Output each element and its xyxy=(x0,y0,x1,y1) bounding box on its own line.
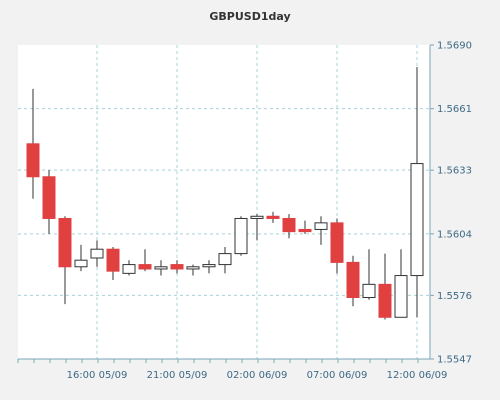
candle-body-up xyxy=(122,264,136,274)
y-tick-label: 1.5633 xyxy=(437,166,472,177)
candle xyxy=(298,220,312,234)
candle-body-up xyxy=(234,217,248,255)
candle-body-up xyxy=(186,266,200,270)
candle-body-down xyxy=(282,217,296,233)
candle xyxy=(410,66,424,318)
x-tick-label: 07:00 06/09 xyxy=(307,370,368,381)
x-tick-label: 12:00 06/09 xyxy=(387,370,448,381)
candle-body-up xyxy=(250,215,264,219)
candle-body-down xyxy=(378,283,392,318)
candle xyxy=(106,247,120,280)
label-layer: 1.5690 1.5661 1.5633 1.5604 1.5576 1.5547 16:0… xyxy=(67,41,472,382)
candle xyxy=(58,216,72,305)
candle xyxy=(234,216,248,256)
candle-body-up xyxy=(314,222,328,230)
candle xyxy=(90,240,104,267)
candle-body-down xyxy=(58,217,72,268)
axis-layer xyxy=(17,44,434,363)
grid-layer xyxy=(18,45,430,359)
candle-body-down xyxy=(170,264,184,270)
candle-body-up xyxy=(90,248,104,259)
candle xyxy=(154,260,168,276)
candle xyxy=(314,216,328,245)
candle-body-up xyxy=(410,163,424,277)
y-tick-label: 1.5661 xyxy=(437,104,472,115)
candle xyxy=(26,88,40,199)
candle-layer xyxy=(26,66,424,320)
candle-body-up xyxy=(394,275,408,318)
candle xyxy=(202,260,216,274)
y-tick-label: 1.5690 xyxy=(437,41,472,52)
candle xyxy=(346,255,360,307)
candle-body-up xyxy=(154,266,168,270)
candle-body-up xyxy=(218,253,232,266)
candle xyxy=(170,260,184,274)
x-tick-label: 16:00 05/09 xyxy=(67,370,128,381)
candle xyxy=(74,244,88,272)
candle-body-down xyxy=(42,176,56,219)
candle xyxy=(266,211,280,223)
y-tick-label: 1.5547 xyxy=(437,355,472,366)
candle xyxy=(378,253,392,320)
candle-body-down xyxy=(266,215,280,219)
x-tick-label: 21:00 05/09 xyxy=(147,370,208,381)
plot-area xyxy=(18,45,430,359)
candle xyxy=(330,218,344,274)
candle xyxy=(186,264,200,276)
candle xyxy=(250,214,264,241)
candle-body-down xyxy=(330,222,344,263)
candle xyxy=(282,214,296,239)
candle-body-down xyxy=(106,248,120,272)
candle-body-down xyxy=(298,228,312,233)
candle-body-down xyxy=(138,264,152,270)
candle-body-down xyxy=(26,143,40,178)
candle-body-up xyxy=(362,283,376,299)
candle xyxy=(42,170,56,234)
y-tick-label: 1.5576 xyxy=(437,291,472,302)
y-tick-label: 1.5604 xyxy=(437,229,472,240)
candle-body-up xyxy=(74,259,88,268)
candle xyxy=(122,260,136,276)
candle-body-up xyxy=(202,264,216,268)
candle-body-down xyxy=(346,261,360,299)
candle xyxy=(394,249,408,318)
x-tick-label: 02:00 06/09 xyxy=(227,370,288,381)
candle xyxy=(218,247,232,274)
candle xyxy=(138,249,152,272)
chart-title: GBPUSD1day xyxy=(209,10,291,23)
candle xyxy=(362,249,376,300)
